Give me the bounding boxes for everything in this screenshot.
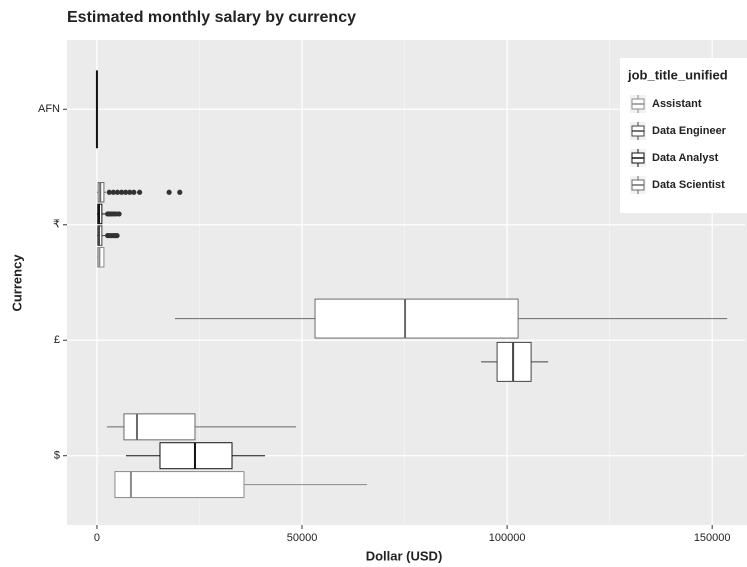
box <box>159 442 233 470</box>
y-axis-title: Currency <box>9 254 24 312</box>
legend-title: job_title_unified <box>627 67 728 82</box>
y-tick-label: AFN <box>38 103 60 115</box>
x-axis-title: Dollar (USD) <box>366 548 443 563</box>
box <box>114 471 245 499</box>
outlier <box>118 189 125 195</box>
outlier <box>131 189 137 195</box>
outlier <box>123 189 129 195</box>
legend-label: Data Scientist <box>652 179 725 191</box>
chart-title: Estimated monthly salary by currency <box>67 9 356 26</box>
outlier <box>116 211 122 217</box>
box <box>496 341 532 382</box>
outlier <box>136 189 143 195</box>
outlier <box>177 189 183 195</box>
box <box>123 413 196 441</box>
x-tick-label: 0 <box>94 532 100 544</box>
x-tick-label: 100000 <box>489 532 526 544</box>
box <box>97 246 105 268</box>
outlier <box>127 189 133 195</box>
legend-label: Data Engineer <box>652 125 727 137</box>
outlier <box>110 189 116 195</box>
y-tick-label: $ <box>54 450 60 462</box>
y-tick-label: £ <box>54 334 60 346</box>
box <box>314 298 519 339</box>
outlier <box>114 232 120 239</box>
outlier <box>114 189 121 195</box>
x-tick-label: 150000 <box>694 532 731 544</box>
outlier <box>106 189 112 195</box>
y-tick-label: ₹ <box>53 219 60 231</box>
legend-label: Data Analyst <box>652 152 719 164</box>
outlier <box>166 189 172 195</box>
legend-label: Assistant <box>652 98 702 110</box>
x-tick-label: 50000 <box>287 532 318 544</box>
